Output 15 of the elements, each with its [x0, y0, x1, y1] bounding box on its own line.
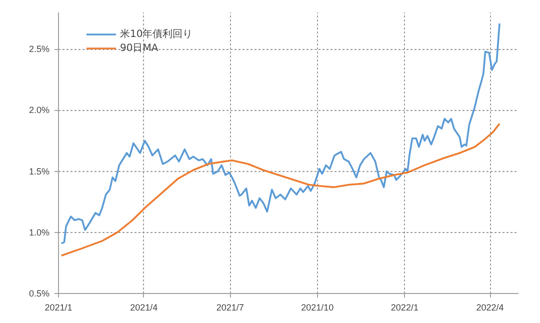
x-tick-label: 2022/4 [476, 302, 504, 312]
y-tick-label: 1.5% [28, 166, 50, 176]
y-tick-label: 1.0% [28, 227, 50, 238]
y-tick-label: 0.5% [28, 288, 50, 298]
x-tick-label: 2021/1 [44, 302, 72, 312]
y-tick-label: 2.0% [28, 105, 50, 116]
legend-label: 90日MA [120, 42, 158, 55]
x-tick-label: 2021/4 [130, 302, 158, 312]
y-tick-label: 2.5% [28, 44, 50, 54]
legend-label: 米10年債利回り [120, 28, 193, 41]
line-series [60, 122, 500, 257]
x-tick-label: 2022/1 [390, 302, 418, 312]
x-tick-label: 2021/7 [216, 302, 244, 312]
x-tick-label: 2021/10 [301, 302, 334, 312]
line-series [60, 22, 500, 244]
